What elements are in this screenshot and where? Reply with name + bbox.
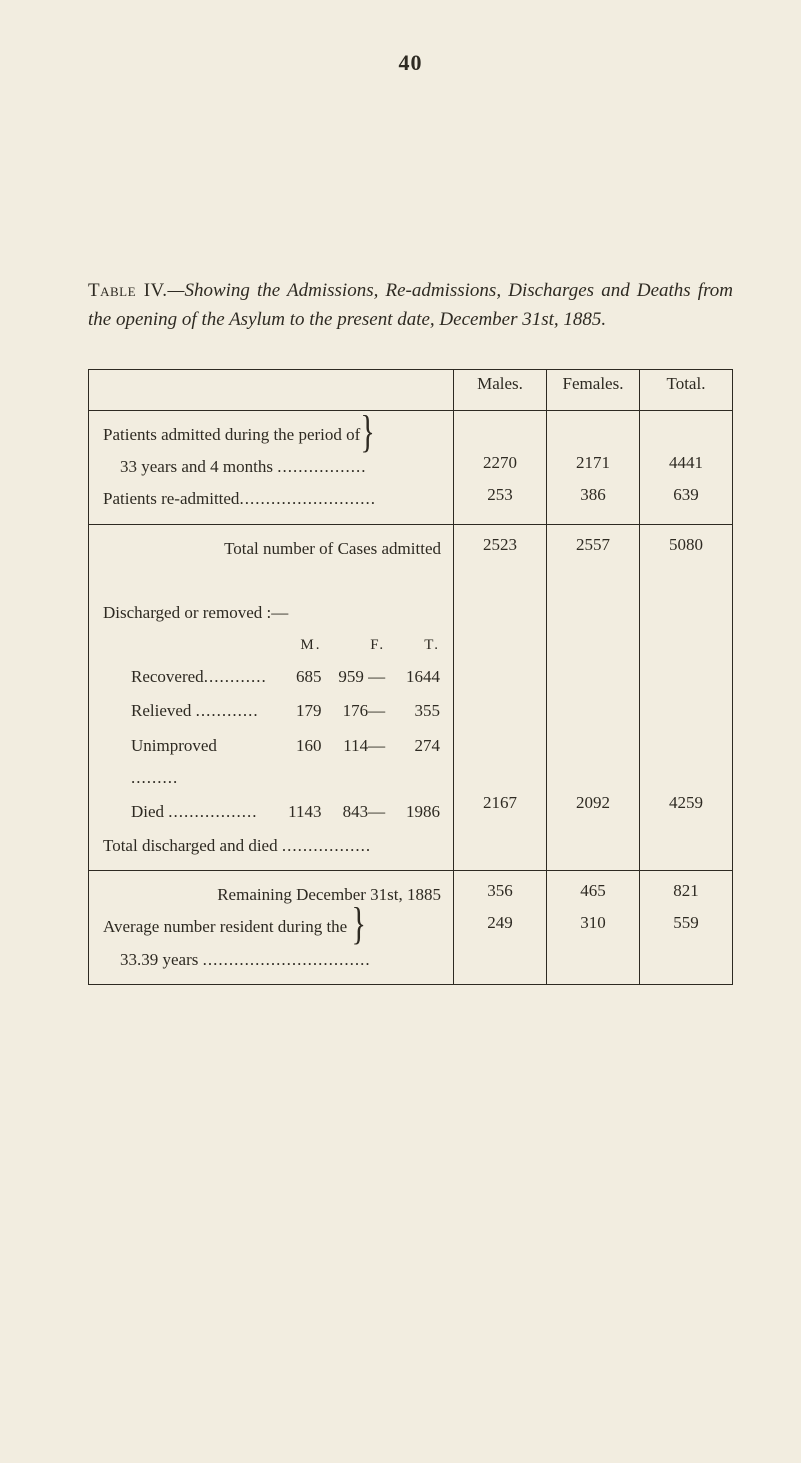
mft-row: Died ................. 1143 843— 1986 (103, 795, 441, 829)
mft-label: Relieved (131, 701, 191, 720)
s1-total: 4441 639 (640, 410, 733, 524)
mft-f: F. (322, 630, 386, 661)
cell-value: 639 (673, 485, 699, 504)
s1-row1-label-b: 33 years and 4 months (120, 457, 273, 476)
cell-value: 2167 (483, 793, 517, 812)
s1-males: 2270 253 (454, 410, 547, 524)
s1-row1-label-a: Patients admitted during the period of (103, 425, 360, 444)
caption-lead: Table IV. (88, 280, 168, 301)
table-row: Total number of Cases admitted Discharge… (89, 524, 733, 870)
mft-row: Relieved ............ 179 176— 355 (103, 694, 441, 728)
page-number: 40 (88, 50, 733, 76)
cell-value: 2557 (576, 535, 610, 554)
table-row: Patients admitted during the period of} … (89, 410, 733, 524)
s2-females: 2557 2092 (547, 524, 640, 870)
cell-value: 2523 (483, 535, 517, 554)
cell-value: 5080 (669, 535, 703, 554)
mft-label: Recovered (131, 667, 204, 686)
cell-value: 4441 (669, 453, 703, 472)
mft-label: Died (131, 802, 164, 821)
mft-header-row: M. F. T. (103, 630, 441, 661)
mft-label: Unimproved (131, 736, 217, 755)
cell-value: 249 (487, 913, 513, 932)
mft-subtable: M. F. T. Recovered............ 685 959 —… (103, 630, 441, 830)
mft-m: M. (268, 630, 323, 661)
cell-value: 2092 (576, 793, 610, 812)
section3-desc: Remaining December 31st, 1885 Average nu… (89, 870, 454, 984)
s3-avg-label-b: 33.39 years (120, 950, 198, 969)
leader-dots: ................................ (203, 950, 371, 969)
s2-males: 2523 2167 (454, 524, 547, 870)
table-caption: Table IV.—Showing the Admissions, Re-adm… (88, 276, 733, 335)
leader-dots: .......................... (239, 489, 376, 508)
leader-dots: ................. (168, 802, 257, 821)
section2-desc: Total number of Cases admitted Discharge… (89, 524, 454, 870)
leader-dots: ................. (277, 457, 366, 476)
section1-desc: Patients admitted during the period of} … (89, 410, 454, 524)
cell-value: 2270 (483, 453, 517, 472)
mft-val: 843— (322, 795, 386, 829)
header-males: Males. (454, 369, 547, 410)
caption-rest: —Showing the Admissions, Re-admissions, … (88, 280, 733, 330)
mft-val: 1986 (386, 795, 441, 829)
mft-row: Unimproved ......... 160 114— 274 (103, 729, 441, 796)
admissions-table: Males. Females. Total. Patients admitted… (88, 369, 733, 985)
cell-value: 386 (580, 485, 606, 504)
mft-val: 160 (268, 729, 323, 796)
s2-discharged-heading: Discharged or removed :— (103, 603, 288, 622)
table-header-row: Males. Females. Total. (89, 369, 733, 410)
s3-remaining-label: Remaining December 31st, 1885 (217, 885, 441, 904)
cell-value: 821 (673, 881, 699, 900)
cell-value: 310 (580, 913, 606, 932)
s3-total: 821 559 (640, 870, 733, 984)
header-females: Females. (547, 369, 640, 410)
mft-val: 114— (322, 729, 386, 796)
s2-total: 5080 4259 (640, 524, 733, 870)
leader-dots: ......... (131, 768, 178, 787)
leader-dots: ................. (282, 836, 371, 855)
cell-value: 2171 (576, 453, 610, 472)
mft-val: 355 (386, 694, 441, 728)
s2-total-disch-label: Total discharged and died (103, 836, 278, 855)
s1-females: 2171 386 (547, 410, 640, 524)
s3-males: 356 249 (454, 870, 547, 984)
s1-row2-label: Patients re-admitted (103, 489, 239, 508)
cell-value: 356 (487, 881, 513, 900)
header-total: Total. (640, 369, 733, 410)
cell-value: 253 (487, 485, 513, 504)
s2-total-cases-label: Total number of Cases admitted (224, 539, 441, 558)
cell-value: 465 (580, 881, 606, 900)
leader-dots: ............ (204, 667, 267, 686)
cell-value: 559 (673, 913, 699, 932)
mft-val: 1143 (268, 795, 323, 829)
mft-t: T. (386, 630, 441, 661)
mft-val: 685 (268, 660, 323, 694)
s3-females: 465 310 (547, 870, 640, 984)
mft-val: 1644 (386, 660, 441, 694)
mft-val: 179 (268, 694, 323, 728)
mft-val: 959 — (322, 660, 386, 694)
mft-row: Recovered............ 685 959 — 1644 (103, 660, 441, 694)
header-empty (89, 369, 454, 410)
s3-avg-label-a: Average number resident during the (103, 917, 347, 936)
leader-dots: ............ (196, 701, 259, 720)
table-row: Remaining December 31st, 1885 Average nu… (89, 870, 733, 984)
mft-val: 176— (322, 694, 386, 728)
cell-value: 4259 (669, 793, 703, 812)
mft-val: 274 (386, 729, 441, 796)
